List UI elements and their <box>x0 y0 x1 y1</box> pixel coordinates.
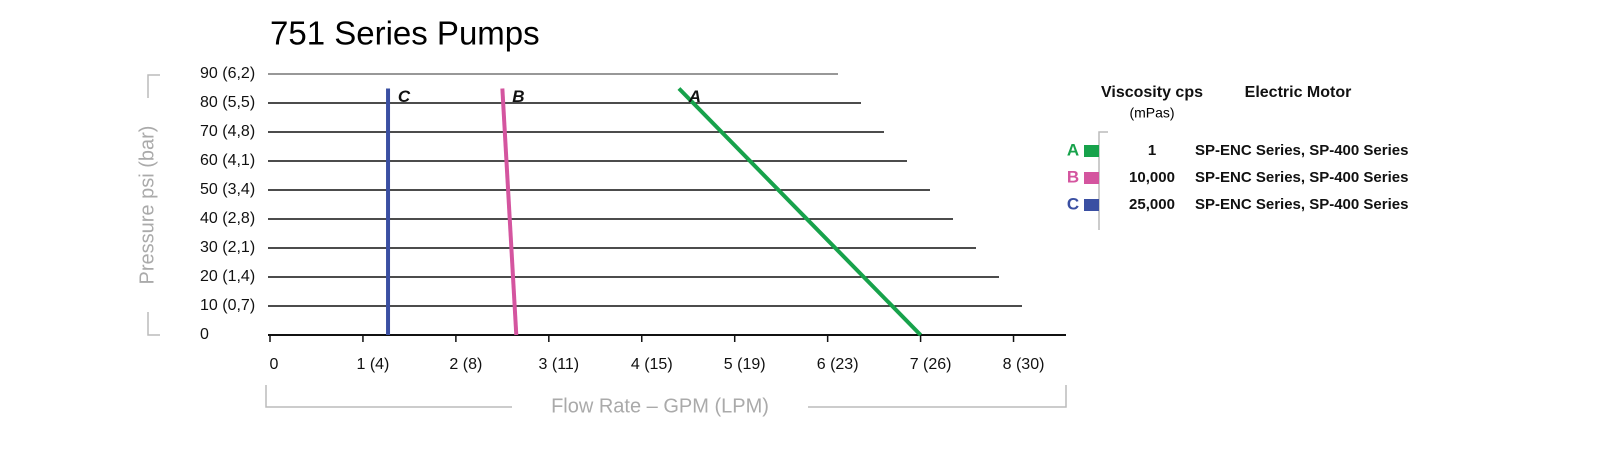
x-bracket <box>265 385 1067 408</box>
x-tick-label: 3 (11) <box>539 356 580 373</box>
legend-header: Electric Motor <box>1245 84 1352 101</box>
legend-letter: A <box>1067 140 1079 159</box>
legend-swatch <box>1084 172 1099 184</box>
y-tick-label: 90 (6,2) <box>200 65 255 82</box>
y-tick-label: 20 (1,4) <box>200 268 255 285</box>
legend-viscosity: 10,000 <box>1129 169 1175 186</box>
x-tick-label: 0 <box>270 356 279 373</box>
legend-viscosity: 1 <box>1148 142 1156 159</box>
x-tick-label: 2 (8) <box>449 356 482 373</box>
series-line <box>677 87 923 337</box>
series-line <box>500 88 519 336</box>
x-tick-label: 4 (15) <box>631 356 673 373</box>
y-tick-label: 50 (3,4) <box>200 181 255 198</box>
y-bracket <box>147 74 160 336</box>
x-tick-label: 6 (23) <box>817 356 859 373</box>
y-tick-label: 40 (2,8) <box>200 210 255 227</box>
legend-viscosity: 25,000 <box>1129 196 1175 213</box>
y-tick-label: 30 (2,1) <box>200 239 255 256</box>
legend-motor: SP-ENC Series, SP-400 Series <box>1195 169 1408 186</box>
legend-letter: B <box>1067 167 1079 186</box>
x-tick-label: 5 (19) <box>724 356 766 373</box>
legend-swatch <box>1084 199 1099 211</box>
x-axis-title: Flow Rate – GPM (LPM) <box>551 395 769 417</box>
series-label: C <box>398 87 411 106</box>
y-axis-title: Pressure psi (bar) <box>136 126 158 285</box>
y-tick-label: 0 <box>200 326 209 343</box>
legend-header: Viscosity cps <box>1101 84 1203 101</box>
y-tick-label: 60 (4,1) <box>200 152 255 169</box>
legend-bracket <box>1098 131 1108 230</box>
legend-motor: SP-ENC Series, SP-400 Series <box>1195 142 1408 159</box>
legend-swatch <box>1084 145 1099 157</box>
x-tick-label: 1 (4) <box>356 356 389 373</box>
x-tick-label: 8 (30) <box>1003 356 1045 373</box>
chart-title: 751 Series Pumps <box>270 15 540 52</box>
y-tick-label: 10 (0,7) <box>200 297 255 314</box>
y-tick-label: 70 (4,8) <box>200 123 255 140</box>
legend-motor: SP-ENC Series, SP-400 Series <box>1195 196 1408 213</box>
y-tick-label: 80 (5,5) <box>200 94 255 111</box>
series-label: A <box>688 87 701 106</box>
x-tick-label: 7 (26) <box>910 356 952 373</box>
legend-header: (mPas) <box>1129 105 1174 121</box>
legend-letter: C <box>1067 194 1079 213</box>
series-label: B <box>512 87 524 106</box>
